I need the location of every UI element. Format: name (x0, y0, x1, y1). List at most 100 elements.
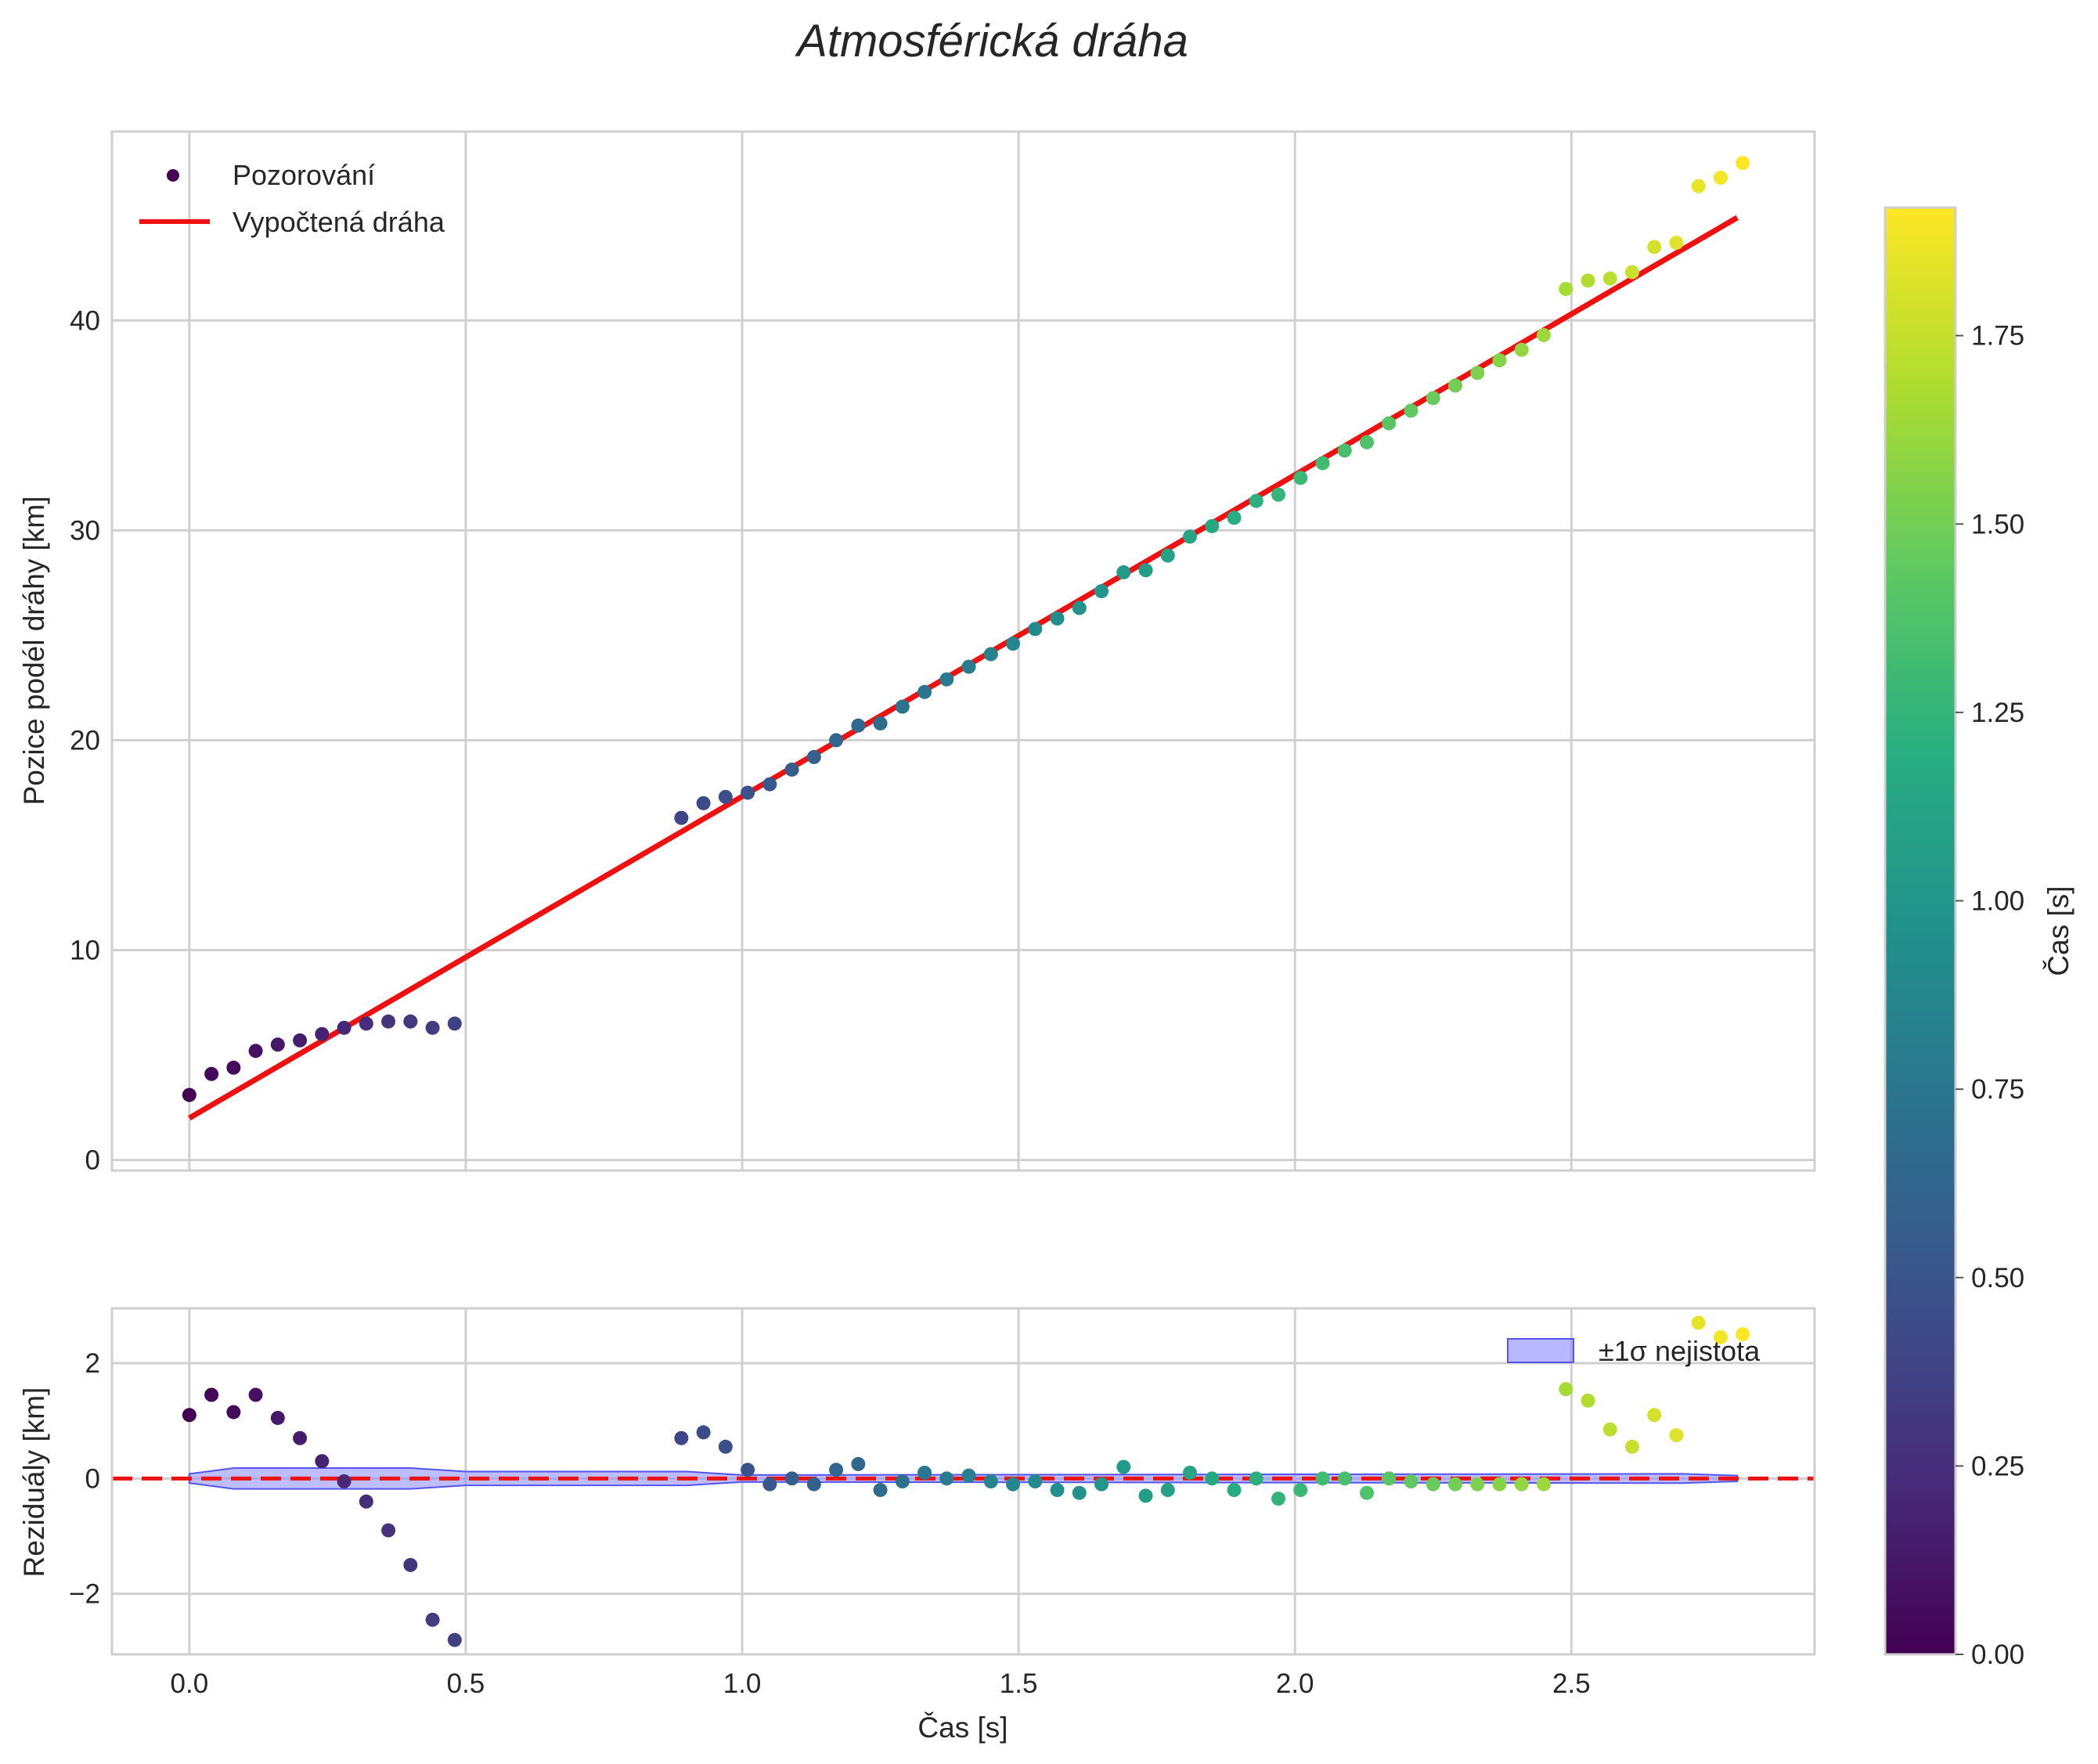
x-tick-label: 0.0 (171, 1668, 209, 1699)
residual-point (873, 1483, 888, 1498)
chart-title: Atmosférická dráha (795, 16, 1188, 67)
residual-point (226, 1405, 241, 1419)
observation-point (851, 718, 866, 733)
observation-point (226, 1060, 241, 1075)
residual-point (939, 1471, 954, 1486)
residual-point (762, 1477, 777, 1492)
observation-point (784, 762, 799, 777)
observation-point (674, 810, 689, 825)
colorbar-tick-label: 0.25 (1971, 1451, 2024, 1481)
x-tick-label: 2.0 (1276, 1668, 1314, 1699)
observation-point (293, 1033, 308, 1048)
x-tick-label: 1.5 (1000, 1668, 1038, 1699)
legend-marker-icon (167, 169, 179, 182)
observation-point (1116, 565, 1131, 579)
observation-point (1072, 601, 1087, 615)
main-y-tick-label: 20 (70, 725, 100, 756)
colorbar-tick-label: 1.25 (1971, 698, 2024, 728)
main-y-tick-label: 40 (70, 305, 100, 336)
colorbar-gradient (1884, 206, 1957, 1656)
residual-point (248, 1387, 263, 1402)
residual-point (1116, 1459, 1131, 1474)
observation-point (425, 1020, 440, 1035)
residual-y-tick-labels: −2 0 2 (69, 1348, 100, 1610)
observation-point (1669, 236, 1684, 251)
observation-point (1691, 179, 1706, 193)
residual-point (1736, 1327, 1750, 1342)
observation-point (1404, 403, 1418, 418)
observation-point (1492, 353, 1507, 368)
residual-point (1293, 1483, 1308, 1498)
residual-point (1382, 1471, 1397, 1486)
colorbar-tick-label: 0.75 (1971, 1074, 2024, 1105)
observation-point (1293, 471, 1308, 485)
residual-point (1205, 1471, 1220, 1486)
colorbar-tick-label: 0.00 (1971, 1640, 2024, 1670)
colorbar: 0.00 0.25 0.50 0.75 1.00 1.25 1.50 1.75 Čas [s] (1884, 206, 2075, 1670)
observation-point (1559, 282, 1574, 297)
residual-point (1492, 1477, 1507, 1492)
residual-point (447, 1632, 462, 1647)
residual-point (829, 1463, 844, 1477)
legend-label-observations: Pozorování (233, 159, 375, 191)
observation-point (270, 1037, 285, 1052)
residual-point (1691, 1315, 1706, 1330)
colorbar-tick-label: 1.00 (1971, 886, 2024, 917)
observation-point (1470, 366, 1485, 381)
observation-point (1337, 443, 1352, 458)
residual-point (1514, 1477, 1529, 1492)
observation-point (1624, 265, 1639, 280)
colorbar-tick-label: 1.50 (1971, 509, 2024, 539)
residual-point (1559, 1382, 1574, 1397)
x-tick-label: 2.5 (1552, 1668, 1591, 1699)
observation-point (204, 1066, 219, 1081)
observation-point (1183, 529, 1198, 544)
observation-point (1160, 548, 1175, 563)
residual-point (1536, 1477, 1551, 1492)
residual-point (1315, 1471, 1330, 1486)
observation-point (1205, 518, 1220, 533)
observation-point (1227, 510, 1242, 525)
observation-point (917, 684, 932, 699)
residual-point (1028, 1474, 1043, 1488)
residual-y-tick-label: 0 (85, 1463, 100, 1494)
x-tick-label: 1.0 (723, 1668, 762, 1699)
residual-point (1072, 1485, 1087, 1500)
residual-point (696, 1425, 711, 1440)
observation-point (1581, 273, 1595, 288)
observation-point (873, 716, 888, 730)
observation-point (403, 1014, 418, 1029)
residual-point (381, 1523, 396, 1538)
residual-point (1227, 1483, 1242, 1498)
residual-point (895, 1474, 910, 1488)
observation-point (1447, 378, 1462, 393)
residual-point (917, 1465, 932, 1480)
residual-panel-frame (110, 1307, 1816, 1656)
colorbar-tick-label: 1.75 (1971, 321, 2024, 352)
observation-point (359, 1016, 373, 1031)
residual-point (1271, 1492, 1286, 1506)
observation-point (447, 1016, 462, 1031)
residual-panel: −2 0 2 0.0 0.5 1.0 1.5 2.0 2.5 Reziduály [km] Č… (18, 1307, 1816, 1744)
residual-point (718, 1439, 733, 1454)
residual-point (806, 1477, 821, 1492)
residual-point (270, 1410, 285, 1425)
observation-point (1647, 240, 1662, 254)
legend-band-icon (1507, 1338, 1574, 1363)
main-grid (112, 132, 1815, 1171)
observation-point (1713, 170, 1728, 185)
observation-point (983, 647, 998, 662)
observation-point (696, 795, 711, 810)
observation-point (182, 1088, 196, 1102)
residual-point (1006, 1477, 1021, 1492)
observation-point (895, 699, 910, 714)
observation-point (381, 1014, 396, 1029)
residual-point (1404, 1474, 1418, 1488)
observation-point (248, 1044, 263, 1059)
residual-point (1669, 1428, 1684, 1443)
observation-point (337, 1020, 351, 1035)
residual-points (182, 1315, 1750, 1647)
observation-point (1382, 416, 1397, 431)
observation-point (718, 789, 733, 804)
colorbar-tick-labels: 0.00 0.25 0.50 0.75 1.00 1.25 1.50 1.75 (1956, 321, 2024, 1670)
